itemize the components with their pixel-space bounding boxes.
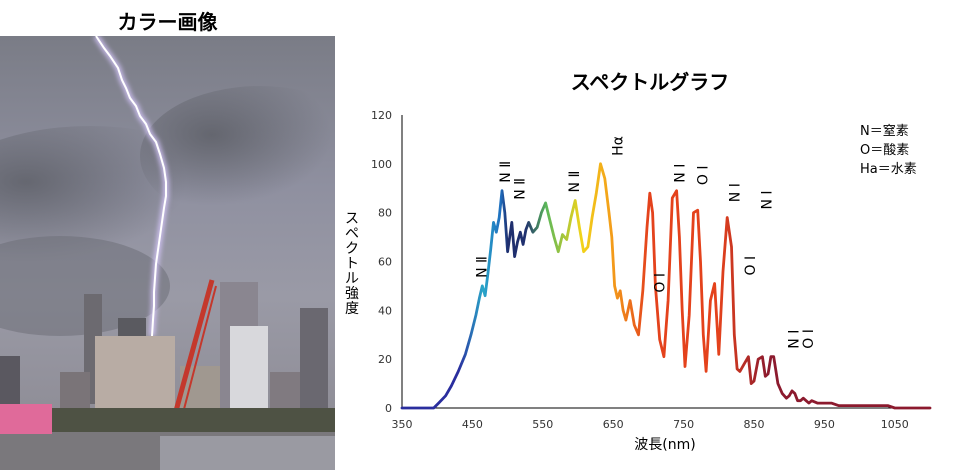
emission-line-label: N Ⅰ <box>672 164 688 183</box>
x-tick-label: 750 <box>673 418 694 431</box>
x-tick-label: 1050 <box>881 418 909 431</box>
x-tick-label: 350 <box>392 418 413 431</box>
emission-line-label: O Ⅰ <box>696 166 712 186</box>
emission-line-label: N Ⅱ <box>498 161 514 183</box>
photo-title: カラー画像 <box>117 10 218 34</box>
y-tick-label: 80 <box>378 207 392 220</box>
element-legend: N＝窒素 O＝酸素 Ha＝水素 <box>860 122 917 179</box>
y-tick-label: 60 <box>378 256 392 269</box>
y-tick-label: 100 <box>371 158 392 171</box>
x-tick-label: 950 <box>814 418 835 431</box>
emission-line-label: N Ⅰ <box>760 190 776 209</box>
legend-item-oxygen: O＝酸素 <box>860 143 910 158</box>
emission-line-label: N Ⅰ <box>786 330 802 349</box>
legend-item-nitrogen: N＝窒素 <box>860 124 909 139</box>
x-tick-label: 650 <box>603 418 624 431</box>
lightning-photo <box>0 36 335 470</box>
emission-line-label: Hα <box>610 136 626 156</box>
legend-item-hydrogen: Ha＝水素 <box>860 162 917 177</box>
emission-line-label: N Ⅱ <box>567 171 583 193</box>
y-tick-label: 40 <box>378 304 392 317</box>
y-axis-label: スペクトル強度 <box>345 211 359 317</box>
emission-line-label: N Ⅰ <box>727 183 743 202</box>
emission-line-label: O Ⅰ <box>743 256 759 276</box>
chart-title: スペクトルグラフ <box>570 70 730 94</box>
spectrum-line <box>400 162 932 410</box>
y-tick-label: 0 <box>385 402 392 415</box>
x-tick-label: 550 <box>532 418 553 431</box>
emission-line-label: O Ⅰ <box>653 273 669 293</box>
emission-line-label: O Ⅰ <box>801 329 817 349</box>
x-axis-label: 波長(nm) <box>634 437 696 453</box>
emission-line-label: N Ⅱ <box>513 178 529 200</box>
emission-line-label: N Ⅱ <box>475 256 491 278</box>
x-tick-label: 450 <box>462 418 483 431</box>
x-tick-label: 850 <box>744 418 765 431</box>
y-tick-label: 120 <box>371 109 392 122</box>
y-tick-label: 20 <box>378 353 392 366</box>
